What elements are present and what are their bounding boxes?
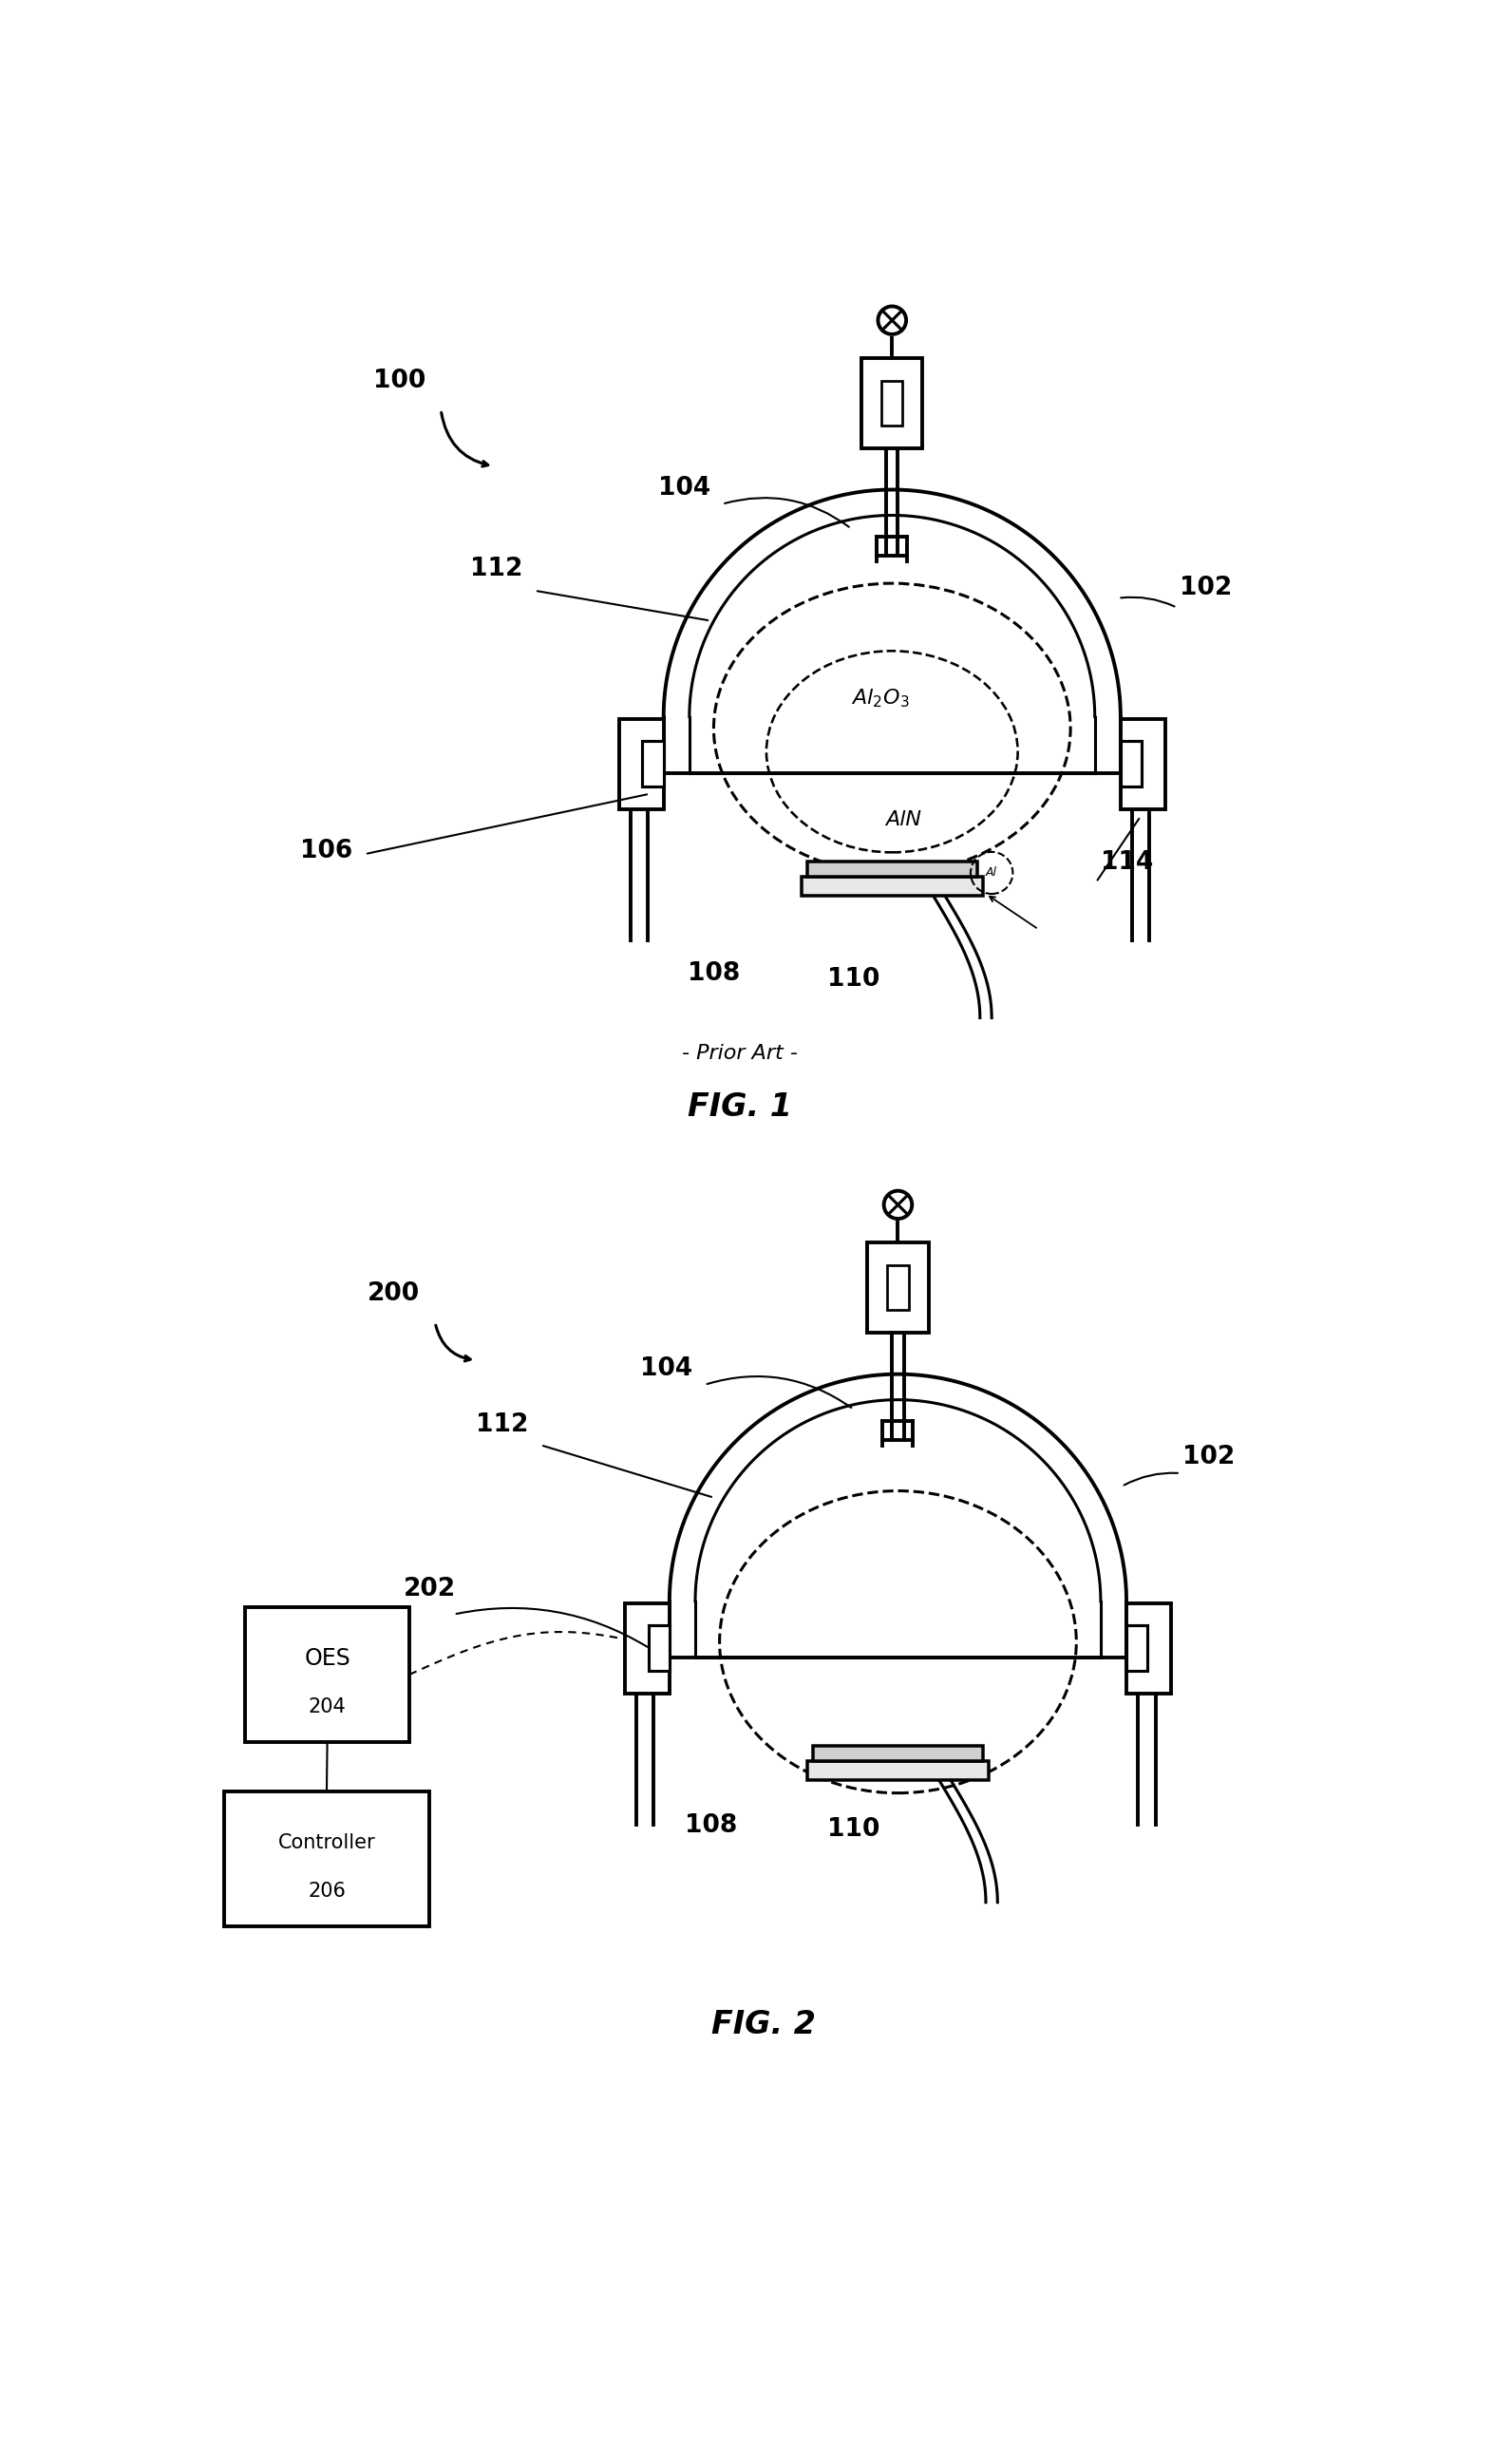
Bar — [624, 1603, 670, 1694]
Bar — [1120, 719, 1166, 809]
Text: AlN: AlN — [886, 811, 922, 829]
Text: 204: 204 — [308, 1699, 346, 1716]
Text: 112: 112 — [470, 557, 523, 582]
Bar — [807, 863, 977, 877]
Bar — [813, 1745, 983, 1762]
Bar — [245, 1606, 410, 1743]
Text: 202: 202 — [404, 1576, 457, 1601]
Text: Al$_2$O$_3$: Al$_2$O$_3$ — [851, 687, 910, 709]
Bar — [224, 1791, 429, 1926]
Text: 100: 100 — [373, 369, 426, 393]
Text: - Prior Art -: - Prior Art - — [682, 1044, 798, 1063]
Text: 110: 110 — [827, 968, 880, 992]
Text: 200: 200 — [367, 1281, 420, 1305]
Bar — [1126, 1603, 1170, 1694]
Bar — [868, 1242, 928, 1332]
Bar — [643, 741, 664, 787]
Text: 206: 206 — [308, 1882, 346, 1901]
Text: 108: 108 — [685, 1813, 738, 1838]
Text: 112: 112 — [476, 1413, 529, 1437]
Bar — [888, 1266, 909, 1310]
Text: 114: 114 — [1101, 851, 1154, 875]
Text: 104: 104 — [641, 1356, 692, 1381]
Bar — [801, 877, 983, 895]
Text: 108: 108 — [688, 960, 739, 985]
Text: Al: Al — [986, 868, 998, 880]
Bar — [862, 357, 922, 447]
Bar — [1126, 1625, 1148, 1672]
Text: FIG. 1: FIG. 1 — [688, 1090, 792, 1122]
Text: 110: 110 — [827, 1818, 880, 1843]
Text: 102: 102 — [1179, 574, 1232, 601]
Bar — [1120, 741, 1142, 787]
Bar — [618, 719, 664, 809]
Text: 104: 104 — [658, 477, 711, 501]
Bar — [649, 1625, 670, 1672]
Bar — [881, 381, 903, 425]
Text: Controller: Controller — [278, 1833, 375, 1853]
Bar — [807, 1762, 989, 1779]
Text: 102: 102 — [1182, 1444, 1235, 1469]
Text: FIG. 2: FIG. 2 — [711, 2009, 815, 2041]
Text: 106: 106 — [301, 838, 352, 863]
Text: OES: OES — [304, 1647, 351, 1669]
